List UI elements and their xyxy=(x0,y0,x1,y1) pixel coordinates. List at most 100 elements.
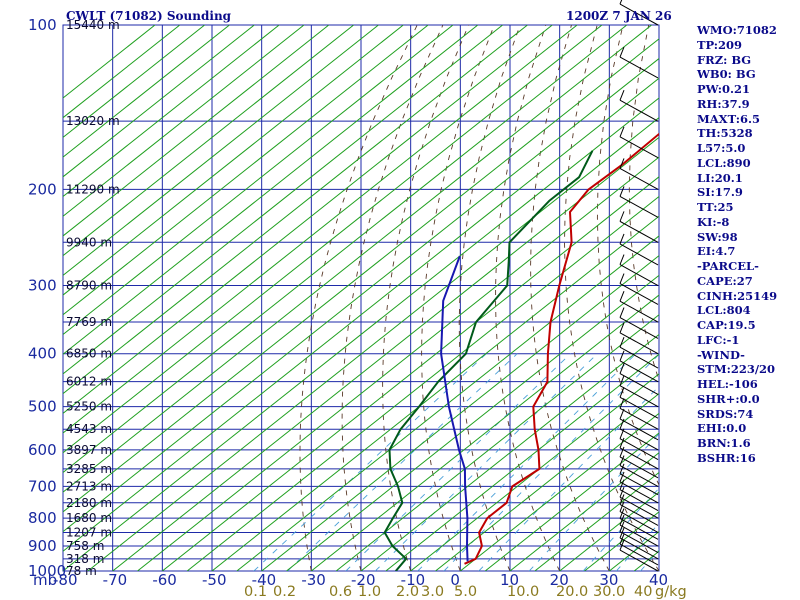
index-item: SRDS:74 xyxy=(697,406,754,421)
isotherm-line xyxy=(261,255,659,571)
temperature-line xyxy=(464,132,659,565)
height-label: 3285 m xyxy=(66,462,112,476)
isotherm-line xyxy=(460,412,659,571)
sounding-profiles xyxy=(383,132,659,571)
wind-barb-flag xyxy=(619,0,623,5)
wind-barb xyxy=(619,517,659,540)
temp-tick-label: -80 xyxy=(53,571,78,589)
index-item: TP:209 xyxy=(697,37,743,52)
wind-barb-flag xyxy=(619,254,625,265)
wind-barb-flag xyxy=(619,290,625,302)
pressure-label: 800 xyxy=(28,509,57,527)
mixing-ratio-line xyxy=(478,385,659,571)
height-label: 13020 m xyxy=(66,114,120,128)
index-item: SI:17.9 xyxy=(697,185,743,200)
height-label: 6012 m xyxy=(66,375,112,389)
isotherm-line xyxy=(137,156,659,571)
wind-barb-flag xyxy=(619,494,625,505)
isotherm-line xyxy=(63,25,652,493)
wind-barb xyxy=(619,332,659,355)
temp-tick-label: -20 xyxy=(351,571,376,589)
wind-barb xyxy=(619,549,659,572)
height-label: 2713 m xyxy=(66,479,112,493)
wind-barb-flag xyxy=(619,350,625,361)
wind-barb xyxy=(619,465,659,487)
isotherm-line xyxy=(63,25,479,355)
wind-barb xyxy=(619,346,659,369)
wind-barb xyxy=(619,373,659,395)
wind-barb-flag xyxy=(619,322,625,334)
index-item: CINH:25149 xyxy=(697,288,778,303)
isotherm-line xyxy=(63,25,330,237)
wind-barb xyxy=(619,407,659,430)
pressure-label: 100 xyxy=(28,16,57,34)
wind-barb-flag xyxy=(619,479,625,490)
wind-barb-flag xyxy=(619,501,625,512)
index-item: CAP:19.5 xyxy=(697,318,756,332)
wind-barb-flag xyxy=(619,211,625,222)
wind-barb xyxy=(619,489,659,511)
mixing-ratio-line xyxy=(345,353,571,571)
wind-barb xyxy=(619,438,659,460)
mixing-ratio-label: 20.0 xyxy=(556,584,588,600)
mixing-ratio-label: 0.2 xyxy=(273,584,296,600)
sounding-indices: WMO:71082 TP:209 FRZ: BG WB0: BG PW:0.21 RH:3… xyxy=(697,23,777,466)
wind-barb-flag xyxy=(619,363,625,374)
index-item: LFC:-1 xyxy=(697,332,740,347)
wind-barb xyxy=(619,447,659,470)
height-label: 4543 m xyxy=(66,422,112,436)
mixing-ratio-line xyxy=(287,353,518,571)
wind-barb xyxy=(619,511,659,533)
isotherm-line xyxy=(63,25,528,395)
station-title: CWLT (71082) Sounding xyxy=(66,9,232,23)
index-item: MAXT:6.5 xyxy=(697,111,760,126)
height-label: 11290 m xyxy=(66,182,120,196)
mixing-ratio-label: 5.0 xyxy=(454,584,477,600)
wind-barb-flag xyxy=(619,387,625,398)
wind-barb xyxy=(619,473,659,496)
isotherm-line xyxy=(63,25,230,158)
pressure-label: 700 xyxy=(28,477,57,495)
temp-tick-label: 10 xyxy=(500,571,519,589)
wind-barb xyxy=(619,428,659,451)
wind-barb-flag xyxy=(619,375,625,386)
temp-tick-label: 30 xyxy=(599,571,618,589)
wind-barb-flag xyxy=(619,126,625,137)
index-item: EI:4.7 xyxy=(697,244,736,259)
wind-barb xyxy=(619,243,659,266)
height-label: 9940 m xyxy=(66,235,112,249)
height-label: 758 m xyxy=(66,539,104,553)
wind-barb-flag xyxy=(619,533,625,545)
pressure-label: 600 xyxy=(28,441,57,459)
wind-barb xyxy=(619,524,659,547)
index-item: CAPE:27 xyxy=(697,273,753,288)
wind-barb-flag xyxy=(619,307,625,318)
parcel-line xyxy=(440,255,469,562)
dry-adiabat xyxy=(564,25,659,571)
wind-barb xyxy=(619,396,659,419)
pressure-label: 900 xyxy=(28,537,57,555)
isotherm-line xyxy=(410,373,659,571)
wind-barb xyxy=(619,99,659,122)
index-item: TH:5328 xyxy=(697,126,753,141)
isotherm-line xyxy=(63,25,628,474)
index-item: TT:25 xyxy=(697,200,734,214)
isotherm-line xyxy=(335,314,659,571)
pressure-label: 300 xyxy=(28,277,57,295)
wind-barb-flag xyxy=(619,514,625,526)
index-item: -PARCEL- xyxy=(697,259,759,273)
index-item: HEL:-106 xyxy=(697,377,758,391)
pressure-unit-label: mb xyxy=(33,571,57,589)
wind-barb-flag xyxy=(619,428,625,439)
height-label: 1680 m xyxy=(66,511,112,525)
wind-barb xyxy=(619,283,659,305)
mixing-ratio-line xyxy=(417,353,637,571)
wind-barb xyxy=(619,317,659,339)
index-item: BRN:1.6 xyxy=(697,436,751,450)
wind-barb xyxy=(619,195,659,218)
dry-adiabat xyxy=(596,25,659,486)
temp-tick-label: -30 xyxy=(301,571,326,589)
index-item: EHI:0.0 xyxy=(697,421,747,436)
